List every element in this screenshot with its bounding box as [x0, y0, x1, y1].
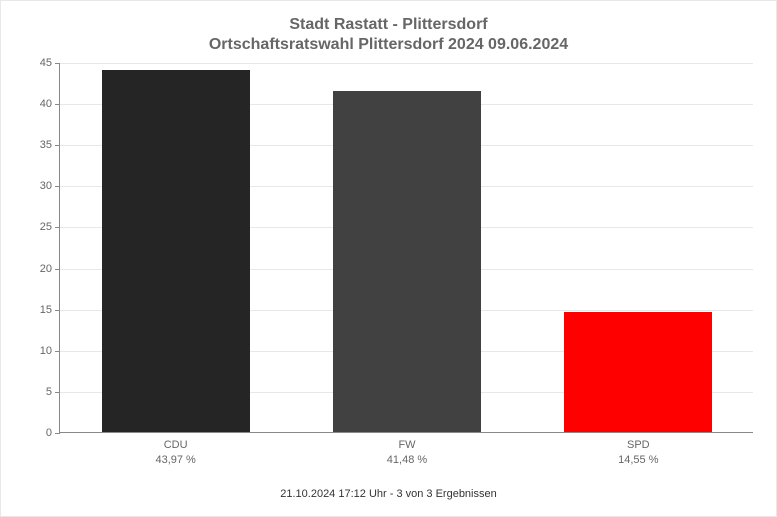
y-tick-label: 35 — [4, 139, 52, 151]
chart-title: Stadt Rastatt - Plittersdorf Ortschaftsr… — [1, 15, 776, 55]
category-name: SPD — [523, 438, 754, 453]
y-tick-label: 0 — [4, 427, 52, 439]
y-tick-mark — [55, 227, 60, 228]
plot-area: 051015202530354045CDU43,97 %FW41,48 %SPD… — [59, 63, 753, 433]
y-tick-mark — [55, 392, 60, 393]
election-bar-chart: Stadt Rastatt - Plittersdorf Ortschaftsr… — [0, 0, 777, 517]
category-percent: 14,55 % — [523, 453, 754, 468]
category-label: CDU43,97 % — [60, 438, 291, 468]
chart-title-line1: Stadt Rastatt - Plittersdorf — [1, 15, 776, 35]
y-tick-mark — [55, 63, 60, 64]
bar-spd — [564, 312, 712, 432]
y-tick-mark — [55, 104, 60, 105]
y-tick-mark — [55, 186, 60, 187]
y-tick-mark — [55, 269, 60, 270]
category-percent: 43,97 % — [60, 453, 291, 468]
category-name: FW — [291, 438, 522, 453]
y-tick-mark — [55, 310, 60, 311]
gridline — [60, 63, 753, 64]
y-tick-label: 40 — [4, 98, 52, 110]
y-tick-mark — [55, 351, 60, 352]
category-percent: 41,48 % — [291, 453, 522, 468]
y-tick-label: 20 — [4, 263, 52, 275]
y-tick-label: 45 — [4, 57, 52, 69]
chart-title-line2: Ortschaftsratswahl Plittersdorf 2024 09.… — [1, 35, 776, 55]
y-tick-mark — [55, 433, 60, 434]
y-tick-mark — [55, 145, 60, 146]
bar-cdu — [102, 70, 250, 432]
category-label: FW41,48 % — [291, 438, 522, 468]
category-label: SPD14,55 % — [523, 438, 754, 468]
y-tick-label: 30 — [4, 180, 52, 192]
category-name: CDU — [60, 438, 291, 453]
chart-footer: 21.10.2024 17:12 Uhr - 3 von 3 Ergebniss… — [1, 488, 776, 500]
bar-fw — [333, 91, 481, 432]
y-tick-label: 5 — [4, 386, 52, 398]
y-tick-label: 15 — [4, 304, 52, 316]
y-tick-label: 25 — [4, 221, 52, 233]
y-tick-label: 10 — [4, 345, 52, 357]
